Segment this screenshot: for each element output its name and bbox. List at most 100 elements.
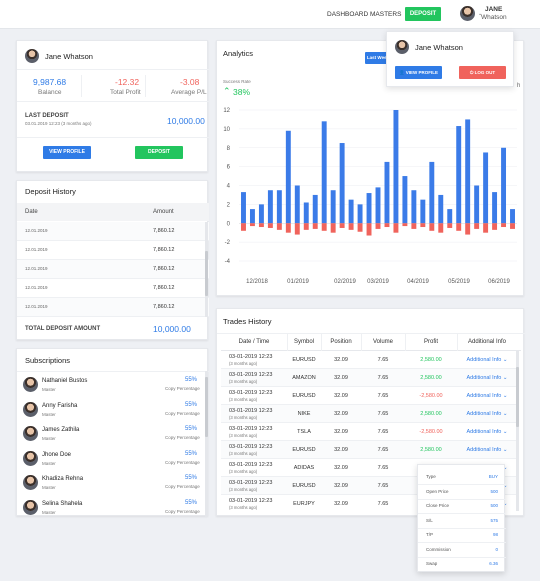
subscription-percentage-label: Copy Percentage xyxy=(165,435,200,440)
trades-scrollbar[interactable] xyxy=(516,351,519,511)
nav-masters[interactable]: MASTERS xyxy=(370,11,402,18)
chart-bar-positive[interactable] xyxy=(429,161,435,224)
chart-bar-positive[interactable] xyxy=(312,194,318,224)
trade-date: 03-01-2019 12:23 xyxy=(229,390,273,396)
chart-bar-negative[interactable] xyxy=(492,223,498,230)
info-popup-row: Type BUY xyxy=(418,471,506,485)
chart-bar-negative[interactable] xyxy=(420,223,426,228)
chart-bar-positive[interactable] xyxy=(294,185,300,224)
chart-bar-positive[interactable] xyxy=(276,190,282,224)
chart-bar-positive[interactable] xyxy=(285,130,291,224)
view-profile-button[interactable]: VIEW PROFILE xyxy=(43,146,91,159)
chart-bar-positive[interactable] xyxy=(384,161,390,224)
trade-additional-info-link[interactable]: Additional Info ⌄ xyxy=(466,375,508,381)
chart-bar-negative[interactable] xyxy=(258,223,264,228)
chart-bar-negative[interactable] xyxy=(276,223,282,230)
chart-bar-positive[interactable] xyxy=(241,192,246,224)
chart-bar-positive[interactable] xyxy=(456,126,462,224)
chart-bar-positive[interactable] xyxy=(438,194,444,224)
chart-bar-negative[interactable] xyxy=(402,223,408,227)
chart-bar-positive[interactable] xyxy=(303,202,309,224)
trade-row: 03-01-2019 12:23 (3 months ago) AMAZON 3… xyxy=(221,369,517,387)
chart-bar-negative[interactable] xyxy=(501,223,507,228)
trade-additional-info-link[interactable]: Additional Info ⌄ xyxy=(466,411,508,417)
user-last-name: Whatson xyxy=(481,14,507,21)
chart-bar-positive[interactable] xyxy=(420,199,426,224)
chart-bar-negative[interactable] xyxy=(474,223,480,229)
chart-bar-positive[interactable] xyxy=(375,187,381,224)
trade-symbol: EURUSD xyxy=(292,357,316,363)
trade-date: 03-01-2019 12:23 xyxy=(229,426,273,432)
chart-bar-negative[interactable] xyxy=(456,223,462,231)
nav-deposit-button[interactable]: DEPOSIT xyxy=(405,7,441,21)
subscriptions-scrollbar[interactable] xyxy=(205,371,208,517)
chart-bar-negative[interactable] xyxy=(267,223,273,228)
chart-bar-negative[interactable] xyxy=(411,223,417,229)
chart-bar-positive[interactable] xyxy=(339,143,345,224)
trade-additional-info-link[interactable]: Additional Info ⌄ xyxy=(466,393,508,399)
chart-bar-negative[interactable] xyxy=(294,223,300,235)
chart-bar-positive[interactable] xyxy=(267,190,273,224)
chart-bar-positive[interactable] xyxy=(393,110,399,224)
chevron-down-icon[interactable]: ⌄ xyxy=(478,11,483,17)
chart-bar-positive[interactable] xyxy=(501,147,507,224)
chart-bar-negative[interactable] xyxy=(303,223,309,230)
chart-bar-negative[interactable] xyxy=(366,223,372,236)
chart-bar-negative[interactable] xyxy=(447,223,453,228)
profile-name: Jane Whatson xyxy=(45,52,93,61)
chart-bar-positive[interactable] xyxy=(510,209,515,224)
chart-bar-negative[interactable] xyxy=(285,223,291,233)
chart-bar-positive[interactable] xyxy=(258,204,264,224)
chart-bar-positive[interactable] xyxy=(492,192,498,224)
deposit-scrollbar-thumb[interactable] xyxy=(205,251,208,296)
chart-bar-negative[interactable] xyxy=(348,223,354,230)
chart-bar-negative[interactable] xyxy=(357,223,363,232)
chart-bar-positive[interactable] xyxy=(474,185,480,224)
chart-bar-negative[interactable] xyxy=(375,223,381,229)
x-tick-label: 01/2019 xyxy=(287,279,309,285)
chart-bar-negative[interactable] xyxy=(393,223,399,233)
deposit-button[interactable]: DEPOSIT xyxy=(135,146,183,159)
chart-bar-negative[interactable] xyxy=(241,223,246,231)
subscription-item[interactable]: Jhone Doe Master 55% Copy Percentage xyxy=(17,449,205,471)
chart-bar-negative[interactable] xyxy=(312,223,318,229)
chart-bar-positive[interactable] xyxy=(447,209,453,224)
chart-bar-positive[interactable] xyxy=(465,119,471,224)
trade-additional-info-link[interactable]: Additional Info ⌄ xyxy=(466,357,508,363)
dropdown-logout-button[interactable]: ⏻ LOG OUT xyxy=(459,66,506,79)
chart-bar-negative[interactable] xyxy=(330,223,336,233)
chart-bar-negative[interactable] xyxy=(483,223,489,233)
chart-bar-negative[interactable] xyxy=(339,223,345,228)
subscription-item[interactable]: Selina Shahela Master 55% Copy Percentag… xyxy=(17,498,205,520)
trade-additional-info-link[interactable]: Additional Info ⌄ xyxy=(466,447,508,453)
tab-last-week[interactable]: Last Week xyxy=(365,52,391,64)
chart-bar-positive[interactable] xyxy=(348,199,354,224)
subscription-item[interactable]: Nathaniel Bustos Master 55% Copy Percent… xyxy=(17,375,205,397)
trade-date: 03-01-2019 12:23 xyxy=(229,462,273,468)
chart-bar-positive[interactable] xyxy=(366,193,372,224)
trades-scrollbar-thumb[interactable] xyxy=(516,367,519,427)
user-avatar[interactable] xyxy=(460,6,475,21)
subscription-item[interactable]: Anny Farisha Master 55% Copy Percentage xyxy=(17,400,205,422)
chart-bar-positive[interactable] xyxy=(357,204,363,224)
trade-additional-info-link[interactable]: Additional Info ⌄ xyxy=(466,429,508,435)
chart-bar-positive[interactable] xyxy=(249,209,255,224)
chart-bar-negative[interactable] xyxy=(429,223,435,231)
chart-bar-negative[interactable] xyxy=(438,223,444,233)
chart-bar-negative[interactable] xyxy=(249,223,255,227)
chart-bar-negative[interactable] xyxy=(384,223,390,228)
subscriptions-scrollbar-thumb[interactable] xyxy=(205,377,208,437)
subscription-item[interactable]: James Zathila Master 55% Copy Percentage xyxy=(17,424,205,446)
chart-bar-negative[interactable] xyxy=(465,223,471,235)
chart-bar-positive[interactable] xyxy=(321,121,327,224)
chart-bar-positive[interactable] xyxy=(411,190,417,224)
chart-bar-negative[interactable] xyxy=(321,223,327,231)
chart-bar-positive[interactable] xyxy=(483,152,489,224)
chart-bar-positive[interactable] xyxy=(402,176,408,224)
nav-dashboard[interactable]: DASHBOARD xyxy=(327,11,369,18)
subscription-item[interactable]: Khadiza Rehna Master 55% Copy Percentage xyxy=(17,473,205,495)
chart-bar-positive[interactable] xyxy=(330,190,336,224)
chart-bar-negative[interactable] xyxy=(510,223,515,229)
y-tick-label: 4 xyxy=(227,184,231,190)
dropdown-view-profile-button[interactable]: 👤 VIEW PROFILE xyxy=(395,66,442,79)
